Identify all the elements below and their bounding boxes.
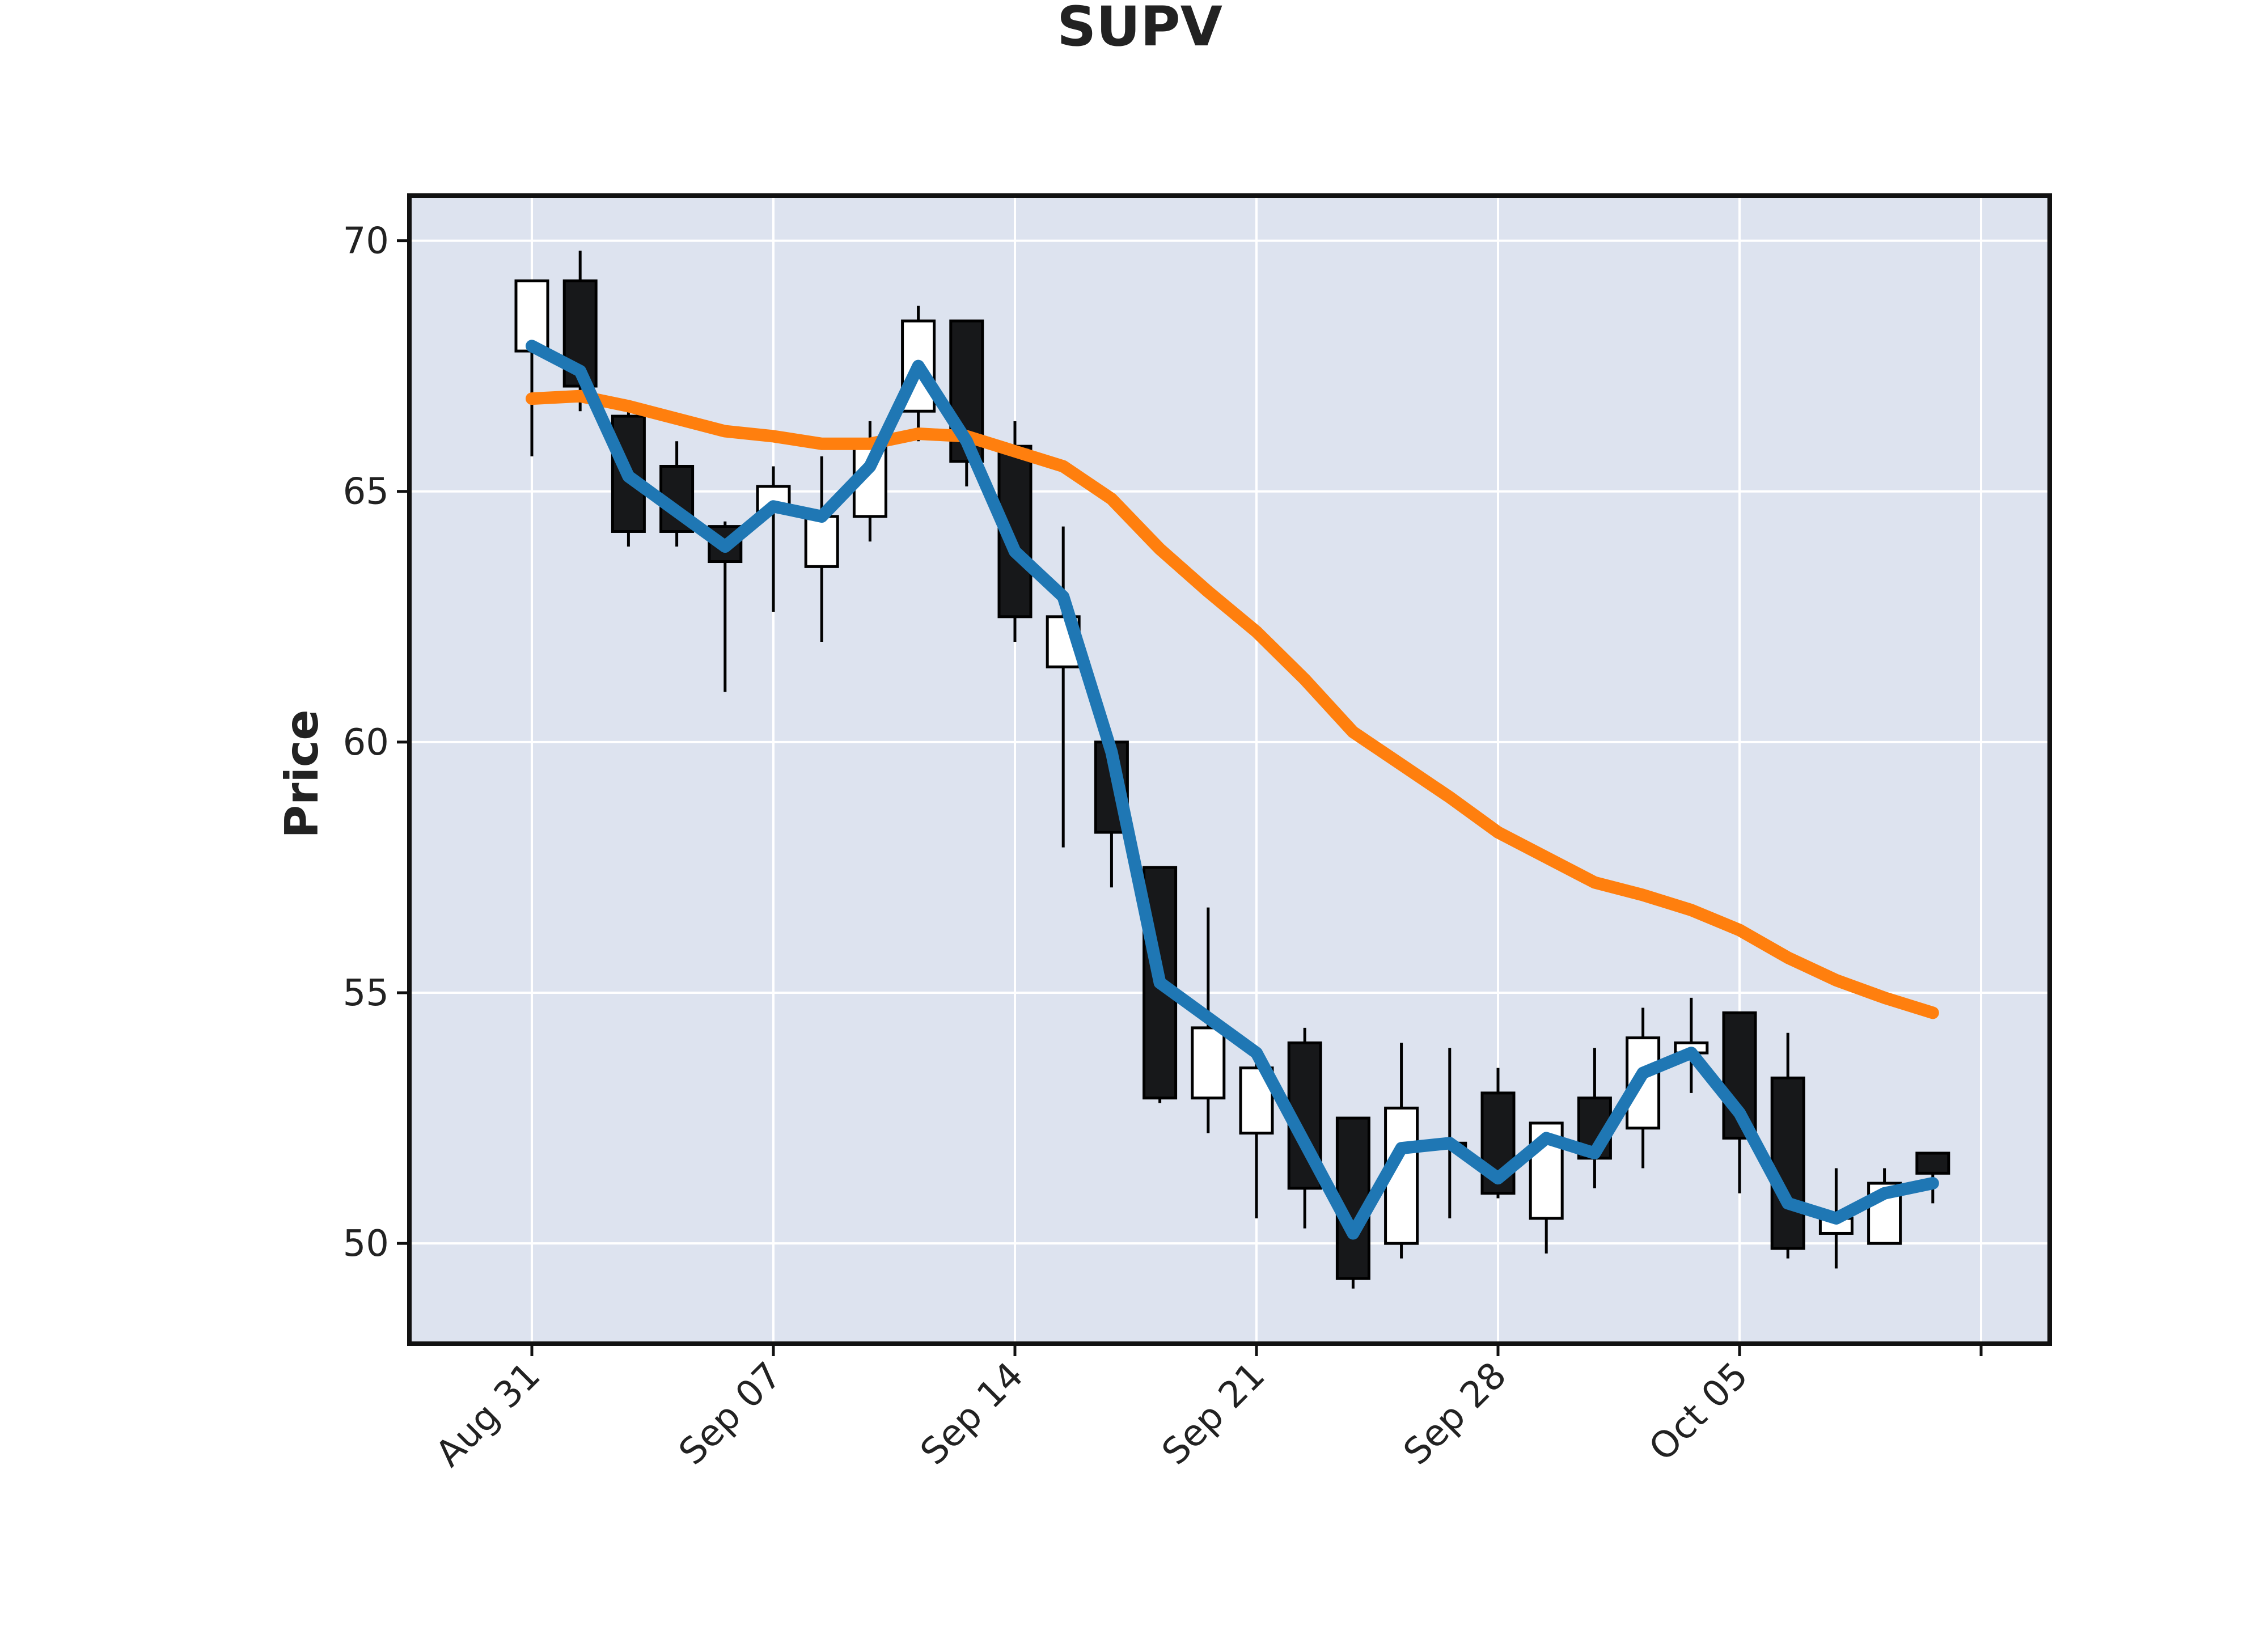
series-line-blue [526,340,1939,1240]
candle-body [1191,1026,1226,1100]
y-tick-label: 65 [343,471,389,513]
candle-body [1770,1076,1805,1250]
candle-body [1915,1151,1950,1175]
plot-frame [407,193,2052,1346]
y-tick-label: 50 [343,1223,389,1265]
candle-body [804,515,839,568]
chart-title: SUPV [1057,0,1222,58]
y-tick-label: 55 [343,972,389,1014]
candle-body [1335,1116,1370,1280]
moving-average-lines [526,340,1939,1240]
y-axis-label: Price [276,709,328,838]
y-tick-label: 60 [343,722,389,764]
series-line-orange [526,389,1939,1019]
y-axis-ticks: 50 55 60 65 70 [343,221,409,1265]
y-tick-label: 70 [343,221,389,263]
candle-body [1722,1011,1757,1140]
